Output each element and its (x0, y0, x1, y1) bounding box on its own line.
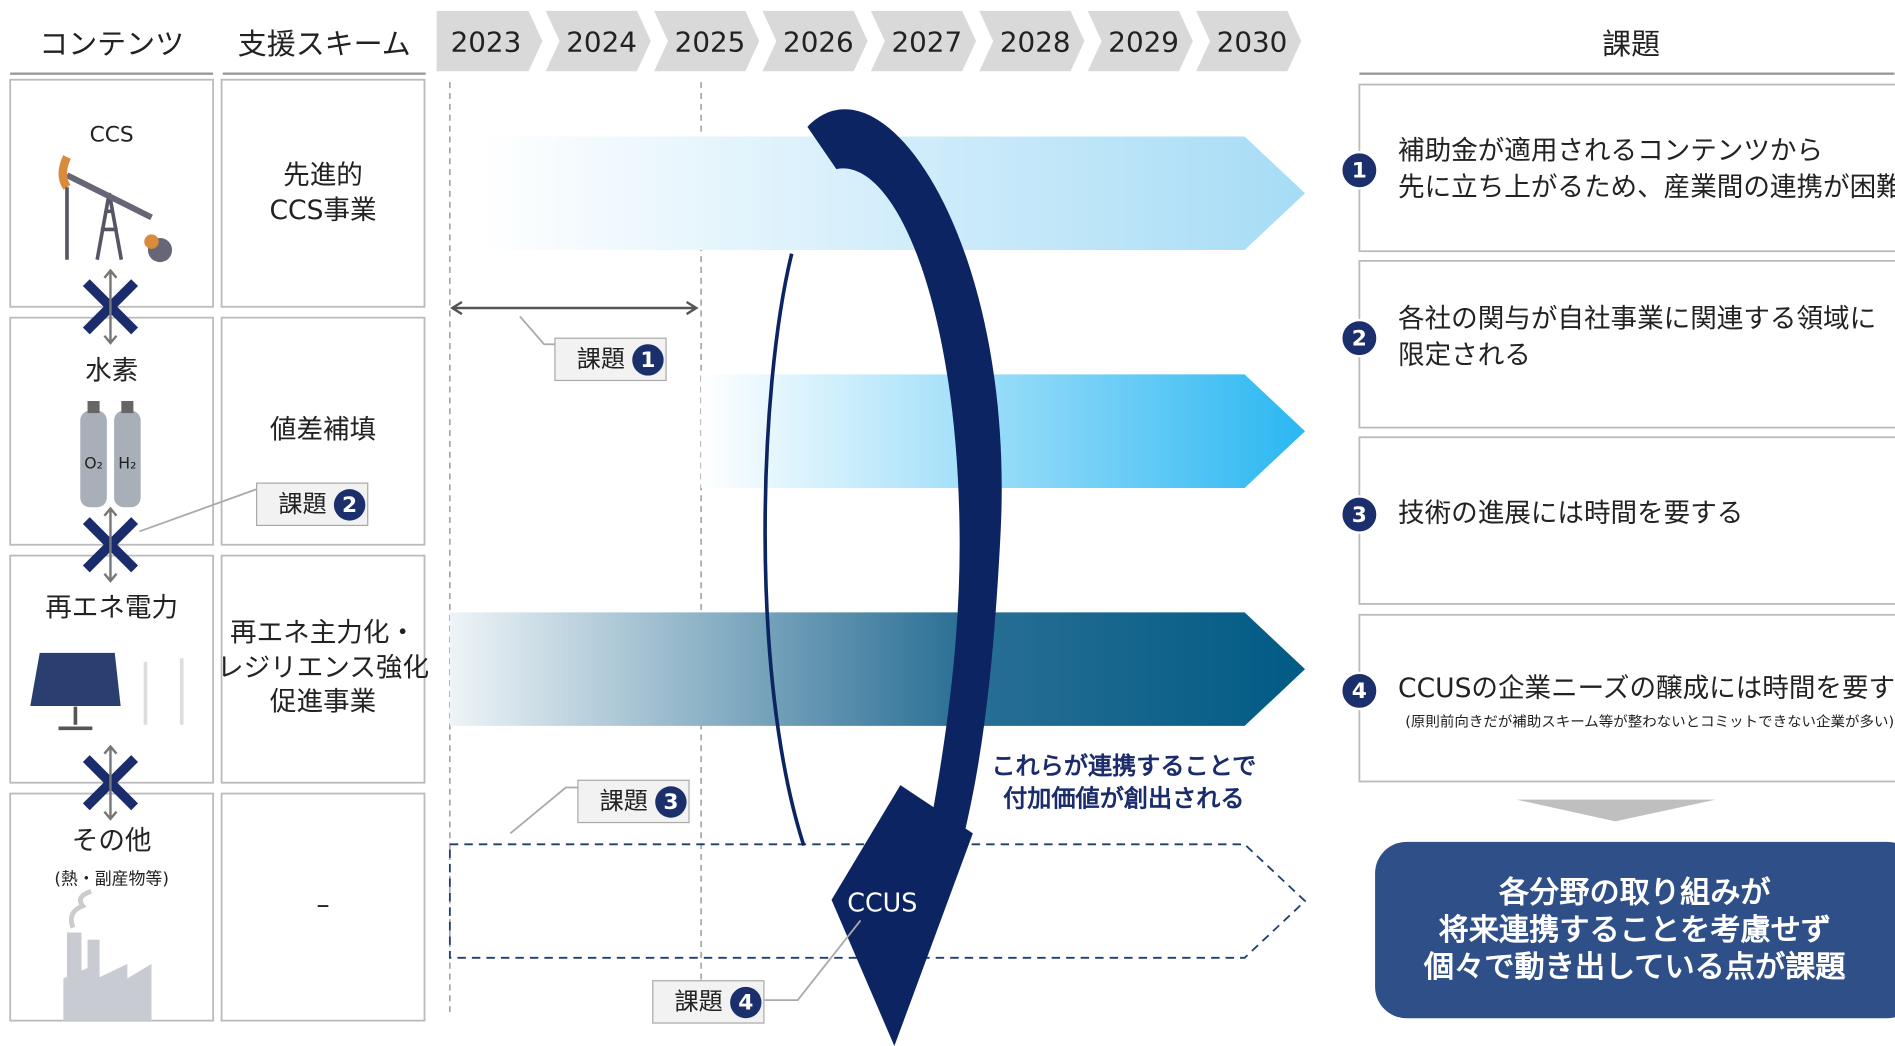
conclusion: 各分野の取り組みが (1498, 874, 1772, 910)
issue-text: 先に立ち上がるため、産業間の連携が困難 (1398, 172, 1895, 203)
year-label: 2027 (891, 25, 962, 58)
callout-num: 2 (342, 493, 357, 518)
header-scheme: 支援スキーム (238, 27, 411, 61)
issue-badge (1340, 495, 1379, 534)
year-label: 2029 (1108, 25, 1179, 58)
pumpjack-icon (58, 155, 173, 263)
callout-label: 課題 (577, 345, 625, 373)
header-issues: 課題 (1602, 27, 1660, 61)
year-label: 2024 (566, 25, 637, 58)
year-bar: 2023 2024 2025 2026 2027 2028 2029 2030 (434, 8, 1304, 74)
issue-num: 4 (1352, 679, 1367, 704)
content: 再エネ電力 (45, 592, 178, 623)
scheme: CCS事業 (269, 195, 376, 226)
factory-icon (63, 889, 152, 1021)
down-arrow (1516, 799, 1716, 822)
callout-badge (333, 489, 366, 521)
scheme: 先進的 (283, 160, 363, 191)
content: その他 (72, 825, 152, 856)
arrow-renewable (449, 612, 1306, 726)
scheme: 値差補填 (270, 415, 376, 446)
year-label: 2023 (451, 25, 522, 58)
content-sub: (熱・副産物等) (54, 868, 169, 888)
callout-num: 3 (663, 790, 678, 815)
left-grid (9, 78, 426, 1022)
content: CCS (90, 122, 134, 147)
issue-num: 2 (1352, 326, 1367, 351)
issue-text: 各社の関与が自社事業に関連する領域に (1398, 304, 1876, 335)
scheme: レジリエンス強化 (217, 653, 429, 684)
callouts: 課題 1 課題 2 課題 3 課題 4 (256, 337, 765, 1024)
scheme: – (316, 889, 329, 920)
conclusion: 将来連携することを考慮せず (1439, 913, 1831, 948)
conclusion-box (1375, 841, 1895, 1019)
year-label: 2025 (675, 25, 746, 58)
issue-num: 3 (1352, 503, 1367, 528)
year-label: 2026 (783, 25, 854, 58)
callout-badge (632, 344, 664, 376)
solar-icon (28, 651, 184, 731)
year-chevron (650, 8, 762, 74)
callout-badge (655, 786, 687, 818)
icon-label: O₂ (84, 453, 103, 472)
loop-text: これらが連携することで (991, 752, 1256, 780)
year-label: 2028 (1000, 25, 1071, 58)
icon-label: H₂ (118, 453, 136, 472)
year-label: 2030 (1217, 25, 1288, 58)
issue-text: CCUSの企業ニーズの醸成には時間を要する (1398, 673, 1895, 704)
year-chevron (541, 8, 654, 74)
scheme: 再エネ主力化・ (230, 618, 416, 649)
span-arrow (450, 300, 699, 316)
header-contents: コンテンツ (39, 27, 184, 61)
leader-line (139, 315, 862, 1002)
callout-label: 課題 (600, 787, 648, 815)
issue-badge (1340, 150, 1379, 190)
callout-label: 課題 (278, 490, 326, 518)
year-chevron (1192, 8, 1304, 74)
year-chevron (867, 8, 979, 74)
year-chevron (434, 8, 546, 74)
loop-label: CCUS (847, 888, 917, 918)
issue-num: 1 (1352, 159, 1367, 184)
arrow-other (448, 843, 1307, 959)
callout-badge (730, 986, 762, 1019)
callout-num: 4 (738, 991, 753, 1016)
conclusion: 個々で動き出している点が課題 (1423, 949, 1847, 985)
callout-label: 課題 (675, 988, 723, 1016)
arrow-hydrogen (701, 374, 1306, 488)
issue-badge (1340, 671, 1379, 711)
cylinder-icon (80, 401, 141, 508)
issue-grid (1358, 83, 1895, 783)
loop-text: 付加価値が創出される (1003, 785, 1244, 813)
callout-num: 1 (640, 348, 655, 373)
loop-arrow (763, 109, 1002, 1046)
content: 水素 (85, 356, 138, 387)
year-chevron (1083, 8, 1196, 74)
issue-text: 技術の進展には時間を要する (1398, 498, 1743, 529)
issue-badge (1340, 318, 1379, 358)
issue-text: 限定される (1398, 340, 1531, 371)
scheme: 促進事業 (270, 686, 376, 717)
year-chevron (975, 8, 1088, 74)
issue-note: (原則前向きだが補助スキーム等が整わないとコミットできない企業が多い) (1405, 712, 1894, 730)
issue-text: 補助金が適用されるコンテンツから (1398, 136, 1823, 167)
year-chevron (758, 8, 871, 74)
